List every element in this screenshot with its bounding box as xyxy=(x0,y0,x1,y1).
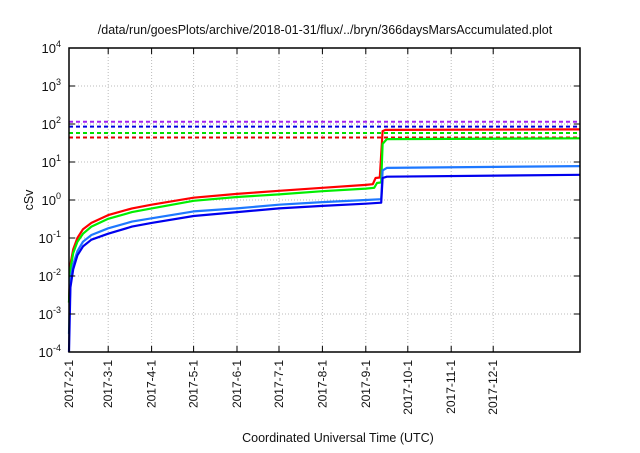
series-line xyxy=(67,137,581,303)
x-tick-label: 2017-3-1 xyxy=(101,360,115,408)
y-tick-label: 10-2 xyxy=(39,267,61,284)
x-axis: 2017-2-1 2017-3-1 2017-4-1 2017-5-1 2017-6-1… xyxy=(62,48,500,415)
x-tick-label: 2017-9-1 xyxy=(359,360,373,408)
x-tick-label: 2017-5-1 xyxy=(187,360,201,408)
y-tick-label: 103 xyxy=(42,77,61,94)
x-tick-label: 2017-4-1 xyxy=(145,360,159,408)
x-tick-label: 2017-2-1 xyxy=(62,360,76,408)
grid xyxy=(69,48,580,352)
x-tick-label: 2017-8-1 xyxy=(315,360,329,408)
y-tick-label: 102 xyxy=(42,115,61,132)
x-tick-label: 2017-7-1 xyxy=(272,360,286,408)
threshold-lines xyxy=(69,120,580,139)
y-axis: 10-4 10-3 10-2 10-1 100 101 102 103 104 xyxy=(39,39,580,360)
x-tick-label: 2017-12-1 xyxy=(486,360,500,415)
series-lines xyxy=(67,128,581,353)
y-axis-label: cSv xyxy=(22,189,36,211)
x-tick-label: 2017-10-1 xyxy=(401,360,415,415)
y-tick-label: 10-4 xyxy=(39,343,61,360)
x-axis-label: Coordinated Universal Time (UTC) xyxy=(242,431,434,445)
y-tick-label: 10-1 xyxy=(39,229,61,246)
x-tick-label: 2017-11-1 xyxy=(444,360,458,414)
y-tick-label: 104 xyxy=(42,39,61,56)
chart-title: /data/run/goesPlots/archive/2018-01-31/f… xyxy=(98,23,553,37)
series-line xyxy=(67,173,581,353)
y-tick-label: 10-3 xyxy=(39,305,61,322)
y-tick-label: 100 xyxy=(42,191,61,208)
series-line xyxy=(67,128,581,303)
y-tick-label: 101 xyxy=(42,153,61,170)
x-tick-label: 2017-6-1 xyxy=(230,360,244,408)
